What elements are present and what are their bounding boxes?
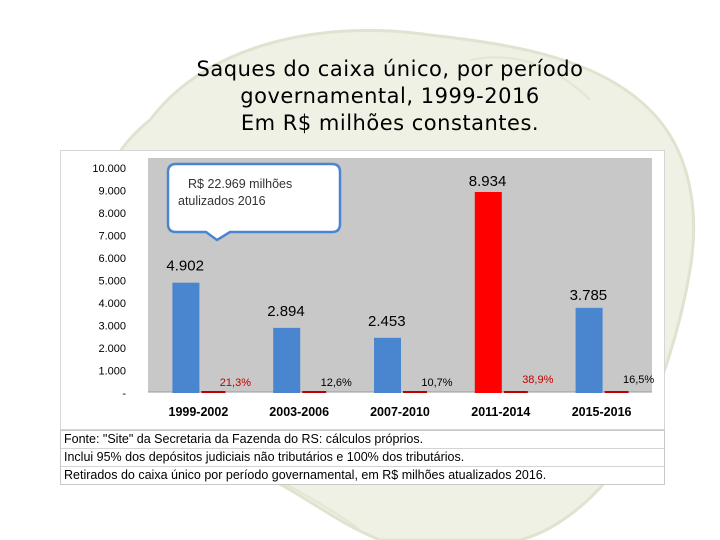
bar-value-label: 2.894 bbox=[267, 303, 305, 320]
source-notes: Fonte: "Site" da Secretaria da Fazenda d… bbox=[60, 430, 665, 485]
bar-value-label: 4.902 bbox=[166, 258, 204, 275]
title-line-1: Saques do caixa único, por período bbox=[196, 57, 584, 81]
x-tick-label: 2011-2014 bbox=[471, 405, 530, 419]
y-tick-label: - bbox=[122, 388, 126, 400]
bar-value-label: 2.453 bbox=[368, 313, 406, 330]
percent-bar bbox=[503, 391, 528, 393]
x-tick-label: 2015-2016 bbox=[572, 405, 632, 419]
page-title: Saques do caixa único, por período gover… bbox=[130, 56, 650, 137]
percent-bar bbox=[604, 391, 629, 393]
bar-chart: - 1.000 2.000 3.000 4.000 5.000 6.000 7.000 8.00… bbox=[92, 158, 654, 419]
bar bbox=[575, 307, 603, 393]
percent-bar bbox=[403, 391, 427, 393]
percent-bar bbox=[302, 391, 327, 393]
x-tick-label: 2007-2010 bbox=[370, 405, 430, 419]
percent-label: 16,5% bbox=[623, 374, 654, 386]
x-tick-label: 2003-2006 bbox=[269, 405, 329, 419]
bar bbox=[374, 337, 401, 393]
x-tick-label: 1999-2002 bbox=[169, 405, 229, 419]
y-tick-label: 5.000 bbox=[98, 276, 126, 288]
source-line: Fonte: "Site" da Secretaria da Fazenda d… bbox=[61, 431, 664, 449]
y-tick-label: 4.000 bbox=[98, 298, 126, 310]
y-tick-label: 9.000 bbox=[98, 186, 126, 198]
bar bbox=[474, 191, 502, 393]
callout-text: atulizados 2016 bbox=[178, 194, 266, 208]
source-line: Inclui 95% dos depósitos judiciais não t… bbox=[61, 449, 664, 467]
callout-text: R$ 22.969 milhões bbox=[188, 177, 292, 191]
y-tick-label: 6.000 bbox=[98, 253, 126, 265]
title-line-2: governamental, 1999-2016 bbox=[240, 84, 540, 108]
percent-label: 21,3% bbox=[220, 377, 251, 389]
percent-label: 12,6% bbox=[321, 377, 352, 389]
y-tick-label: 7.000 bbox=[98, 231, 126, 243]
bar bbox=[273, 327, 301, 393]
y-tick-label: 2.000 bbox=[98, 343, 126, 355]
bar bbox=[172, 282, 200, 393]
title-line-3: Em R$ milhões constantes. bbox=[240, 111, 540, 135]
y-tick-label: 1.000 bbox=[98, 366, 126, 378]
callout-bubble bbox=[166, 162, 342, 242]
bar-value-label: 8.934 bbox=[469, 173, 507, 190]
percent-bar bbox=[201, 391, 226, 393]
y-tick-label: 10.000 bbox=[92, 163, 126, 175]
percent-label: 38,9% bbox=[522, 374, 553, 386]
y-tick-label: 8.000 bbox=[98, 208, 126, 220]
bar-value-label: 3.785 bbox=[570, 287, 608, 304]
y-tick-label: 3.000 bbox=[98, 321, 126, 333]
source-line: Retirados do caixa único por período gov… bbox=[64, 468, 547, 482]
percent-label: 10,7% bbox=[421, 377, 452, 389]
